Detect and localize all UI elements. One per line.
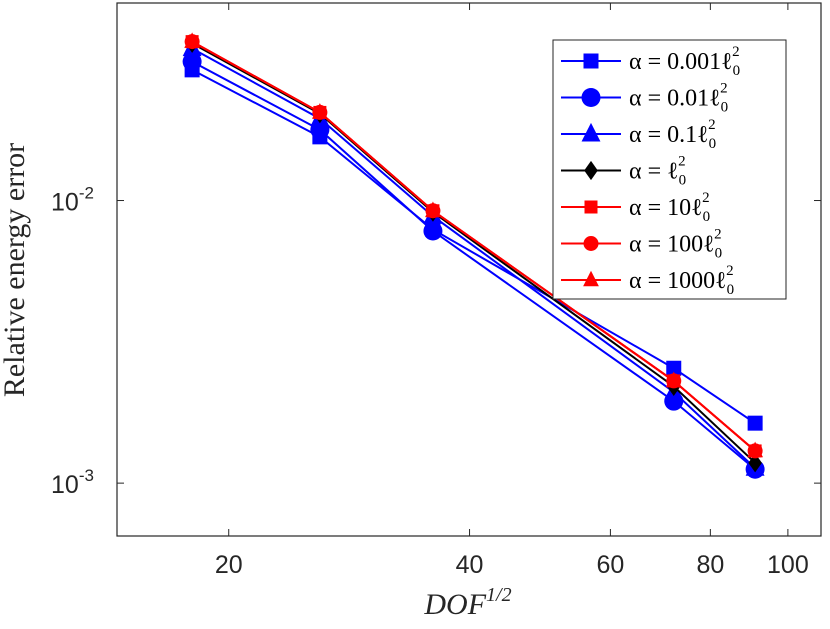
x-tick-label-0: 20 [215,551,243,579]
y-axis-title: Relative energy error [0,143,31,397]
legend-label-2: α = 0.1ℓ02 [629,117,716,152]
point-6-4 [747,441,763,458]
x-axis-title-main: DOF [423,588,486,621]
point-6-2 [425,201,441,218]
point-1-0 [182,52,202,72]
series-6 [184,32,763,458]
point-6-0 [184,32,200,48]
legend-marker-5 [583,236,599,251]
legend-marker-2 [581,122,601,142]
point-3-4 [748,453,762,473]
legend-label-1: α = 0.01ℓ02 [629,81,728,116]
y-tick-label-0: 10-2 [51,184,94,217]
legend-label-6: α = 1000ℓ02 [629,263,734,298]
legend-marker-0 [583,53,599,69]
x-tick-label-3: 80 [696,551,724,579]
series-group [182,32,765,479]
legend-label-4: α = 10ℓ02 [629,190,710,225]
legend-label-0: α = 0.001ℓ02 [629,44,740,79]
legend-marker-6 [583,270,599,287]
legend-label-5: α = 100ℓ02 [629,227,722,262]
legend-label-3: α = ℓ02 [629,154,686,189]
point-1-2 [423,221,443,241]
y-tick-label-1: 10-3 [51,466,94,499]
legend-marker-1 [581,88,601,107]
point-6-1 [312,103,328,119]
point-6-3 [665,371,682,388]
x-tick-label-4: 100 [767,551,809,579]
legend-marker-3 [584,160,598,181]
x-axis-title-sup: 1/2 [486,584,512,606]
point-0-3 [666,360,682,376]
x-axis-title: DOF1/2 [423,584,511,621]
x-tick-label-2: 60 [597,551,625,579]
point-0-4 [747,415,763,431]
legend-marker-4 [584,200,598,214]
x-tick-label-1: 40 [456,551,484,579]
